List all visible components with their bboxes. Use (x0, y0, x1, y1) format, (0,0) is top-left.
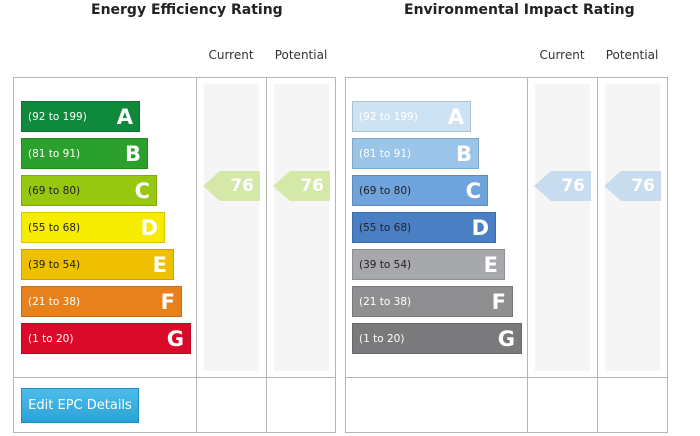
energy-potential-arrow-shape (273, 171, 330, 201)
energy-potential-value: 76 (300, 176, 324, 196)
energy-current-indicator: 76 (203, 171, 260, 201)
rating-band-d: (55 to 68) D (352, 212, 496, 243)
band-range-label: (69 to 80) (359, 185, 412, 197)
band-letter: B (455, 142, 472, 166)
band-letter: E (483, 253, 498, 277)
rating-band-d: (55 to 68) D (21, 212, 165, 243)
band-range-label: (39 to 54) (28, 259, 81, 271)
band-letter: A (116, 105, 133, 129)
edit-epc-details-button[interactable]: Edit EPC Details (21, 388, 139, 423)
energy-rating-panel (13, 77, 336, 433)
band-range-label: (1 to 20) (359, 333, 405, 345)
energy-divider-2 (266, 77, 267, 433)
rating-band-c: (69 to 80) C (21, 175, 157, 206)
environmental-title: Environmental Impact Rating (404, 2, 635, 18)
rating-band-b: (81 to 91) B (21, 138, 148, 169)
rating-band-g: (1 to 20) G (352, 323, 522, 354)
band-range-label: (55 to 68) (359, 222, 412, 234)
band-range-label: (55 to 68) (28, 222, 81, 234)
environmental-potential-indicator: 76 (604, 171, 661, 201)
rating-band-a: (92 to 199) A (352, 101, 471, 132)
energy-current-heading: Current (208, 48, 254, 62)
band-letter: A (447, 105, 464, 129)
rating-band-f: (21 to 38) F (21, 286, 182, 317)
environmental-current-value: 76 (561, 176, 585, 196)
rating-band-a: (92 to 199) A (21, 101, 140, 132)
band-range-label: (1 to 20) (28, 333, 74, 345)
band-range-label: (21 to 38) (28, 296, 81, 308)
band-letter: E (152, 253, 167, 277)
band-letter: F (491, 290, 506, 314)
band-letter: B (124, 142, 141, 166)
band-letter: C (465, 179, 481, 203)
energy-title: Energy Efficiency Rating (91, 2, 283, 18)
energy-current-arrow-shape (203, 171, 260, 201)
energy-potential-track (274, 84, 329, 371)
band-letter: C (134, 179, 150, 203)
rating-band-b: (81 to 91) B (352, 138, 479, 169)
band-range-label: (81 to 91) (28, 148, 81, 160)
rating-band-f: (21 to 38) F (352, 286, 513, 317)
band-range-label: (21 to 38) (359, 296, 412, 308)
energy-current-value: 76 (230, 176, 254, 196)
band-range-label: (69 to 80) (28, 185, 81, 197)
environmental-current-arrow-shape (534, 171, 591, 201)
band-letter: D (140, 216, 158, 240)
environmental-footer-divider (345, 377, 668, 378)
band-letter: G (497, 327, 515, 351)
band-letter: D (471, 216, 489, 240)
energy-divider-1 (196, 77, 197, 433)
environmental-current-heading: Current (539, 48, 585, 62)
band-range-label: (92 to 199) (359, 111, 418, 123)
band-range-label: (39 to 54) (359, 259, 412, 271)
environmental-rating-panel (345, 77, 668, 433)
energy-current-track (204, 84, 259, 371)
band-range-label: (92 to 199) (28, 111, 87, 123)
environmental-potential-track (605, 84, 660, 371)
rating-band-e: (39 to 54) E (21, 249, 174, 280)
environmental-current-indicator: 76 (534, 171, 591, 201)
rating-band-g: (1 to 20) G (21, 323, 191, 354)
environmental-potential-value: 76 (631, 176, 655, 196)
energy-potential-heading: Potential (274, 48, 328, 62)
band-letter: F (160, 290, 175, 314)
band-range-label: (81 to 91) (359, 148, 412, 160)
environmental-potential-arrow-shape (604, 171, 661, 201)
environmental-divider-1 (527, 77, 528, 433)
energy-potential-indicator: 76 (273, 171, 330, 201)
environmental-potential-heading: Potential (605, 48, 659, 62)
rating-band-e: (39 to 54) E (352, 249, 505, 280)
energy-footer-divider (13, 377, 336, 378)
environmental-current-track (535, 84, 590, 371)
environmental-divider-2 (597, 77, 598, 433)
rating-band-c: (69 to 80) C (352, 175, 488, 206)
band-letter: G (166, 327, 184, 351)
